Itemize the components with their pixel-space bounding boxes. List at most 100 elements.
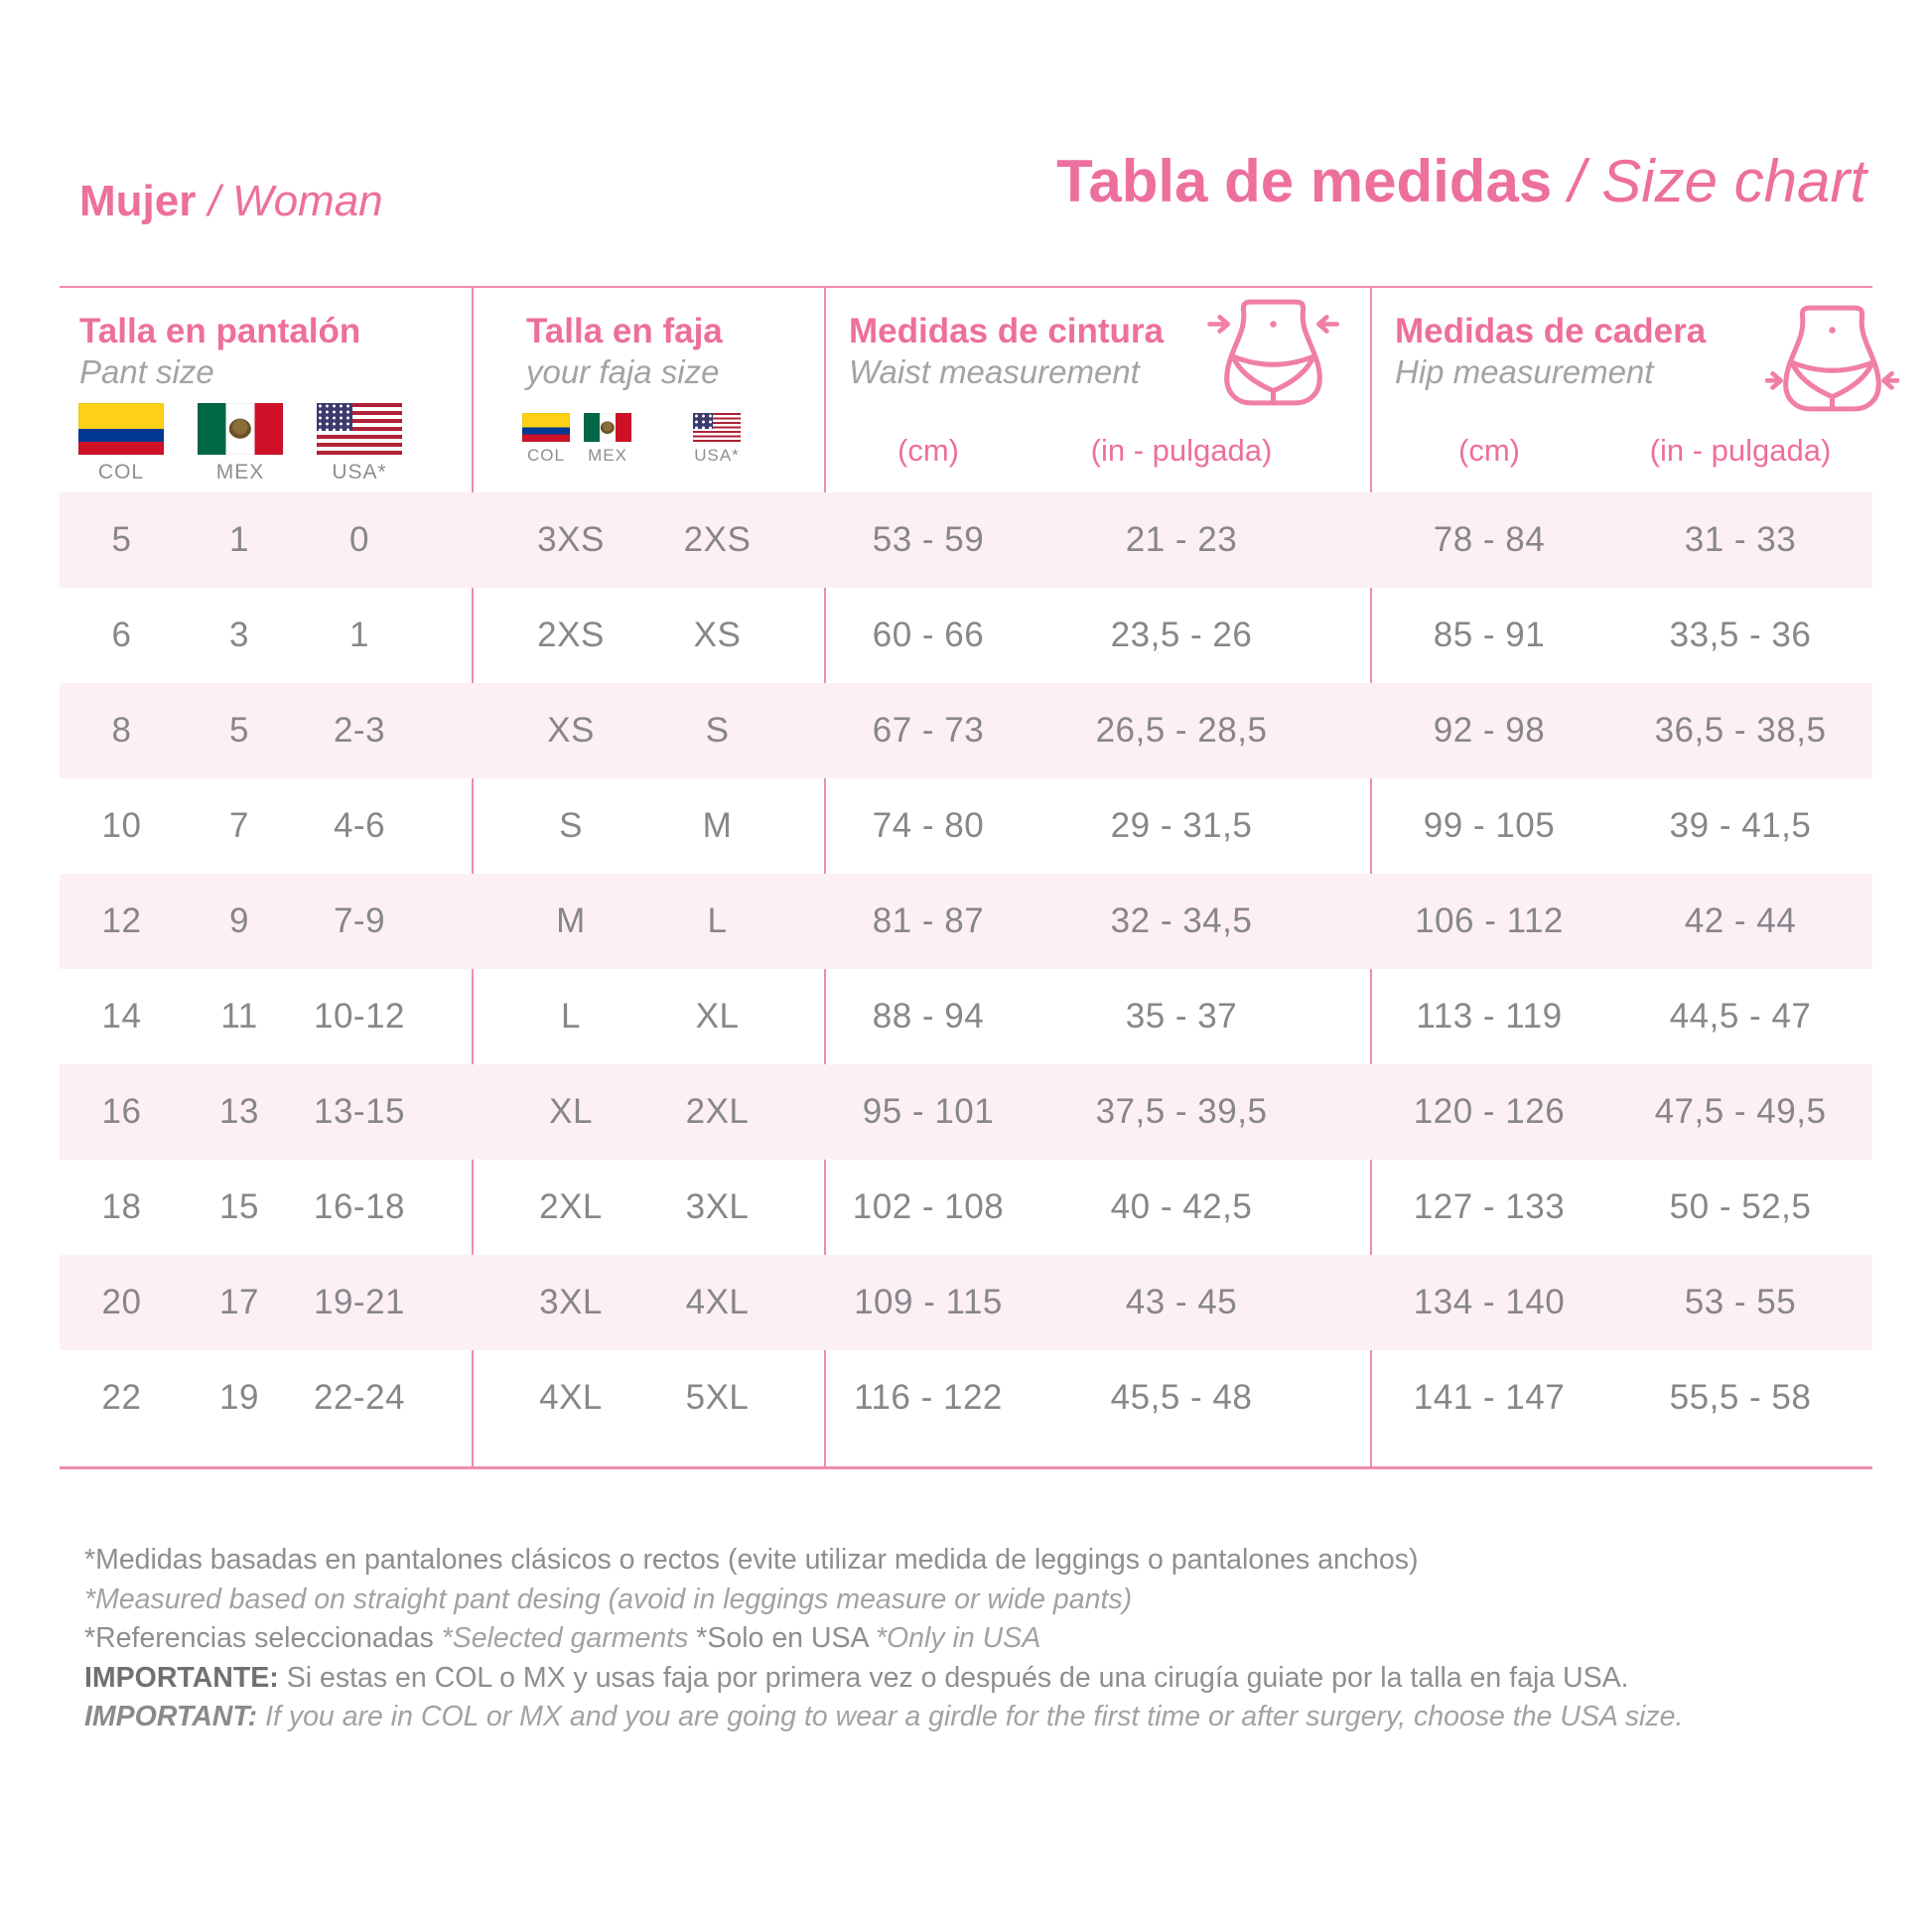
mexico-flag-icon: [584, 413, 631, 442]
colombia-flag-icon: [78, 403, 164, 455]
table-cell-pant_mex: 17: [219, 1283, 259, 1321]
usa-flag-group: USA*: [317, 403, 402, 484]
cell-spacer: [764, 1255, 824, 1350]
table-cell-faja_col_mex: XS: [547, 711, 595, 750]
cell-spacer: [1330, 588, 1370, 683]
note-segment: *Medidas basadas en pantalones clásicos …: [84, 1544, 1419, 1576]
table-cell-faja_usa: S: [705, 711, 730, 750]
note-segment: *Selected garments: [441, 1622, 697, 1654]
cell-spacer: [764, 1350, 824, 1446]
section-pant-size: Talla en pantalón Pant size COL MEX USA*: [60, 288, 472, 492]
table-cell-waist_in_pulgada: 32 - 34,5: [1110, 901, 1253, 940]
table-rows: 5 1 0 3XS 2XS 53 - 59 21 - 23 78 - 84 31 - 33 6 3 1…: [60, 492, 1872, 1446]
gender-heading: Mujer / Woman: [79, 177, 383, 225]
usa-flag-icon: [693, 413, 741, 442]
cell-spacer: [764, 969, 824, 1064]
table-cell-waist_cm: 102 - 108: [852, 1187, 1005, 1226]
table-cell-hip_in_pulgada: 39 - 41,5: [1669, 806, 1812, 845]
table-cell-pant_mex: 11: [220, 997, 258, 1035]
colombia-flag-group: COL: [78, 403, 164, 484]
table-cell-pant_col: 20: [101, 1283, 142, 1321]
size-table: Talla en pantalón Pant size COL MEX USA*…: [60, 286, 1899, 1469]
table-cell-hip_cm: 92 - 98: [1433, 711, 1546, 750]
cell-spacer: [424, 1255, 472, 1350]
gender-es: Mujer: [79, 177, 197, 225]
table-cell-pant_mex: 7: [229, 806, 249, 845]
table-cell-pant_col: 5: [111, 520, 132, 559]
table-cell-hip_cm: 106 - 112: [1415, 901, 1564, 940]
page-title-en: Size chart: [1601, 148, 1866, 214]
table-row: 10 7 4-6 S M 74 - 80 29 - 31,5 99 - 105 39 - 41,…: [60, 778, 1872, 874]
cell-spacer: [424, 969, 472, 1064]
table-cell-faja_usa: XS: [693, 616, 742, 654]
table-cell-hip_cm: 134 - 140: [1413, 1283, 1566, 1321]
waist-measurement-icon: [1207, 299, 1339, 406]
cell-spacer: [1330, 1255, 1370, 1350]
table-cell-pant_col: 16: [101, 1092, 142, 1131]
note-line: *Measured based on straight pant desing …: [84, 1581, 1871, 1620]
table-cell-faja_usa: XL: [695, 997, 740, 1035]
section-waist-measurement: Medidas de cintura Waist measurement (cm…: [824, 288, 1370, 492]
table-cell-faja_usa: 4XL: [685, 1283, 750, 1321]
table-cell-hip_in_pulgada: 31 - 33: [1684, 520, 1797, 559]
cell-spacer: [424, 588, 472, 683]
table-cell-waist_in_pulgada: 21 - 23: [1125, 520, 1238, 559]
waist-unit-cm: (cm): [897, 433, 959, 468]
table-cell-hip_cm: 78 - 84: [1433, 520, 1546, 559]
cell-spacer: [424, 1064, 472, 1160]
table-cell-pant_mex: 19: [219, 1378, 259, 1417]
hip-unit-cm: (cm): [1458, 433, 1520, 468]
cell-spacer: [764, 1160, 824, 1255]
table-row: 8 5 2-3 XS S 67 - 73 26,5 - 28,5 92 - 98 36,5 - …: [60, 683, 1872, 778]
table-cell-pant_usa: 13-15: [313, 1092, 406, 1131]
table-cell-faja_usa: L: [707, 901, 728, 940]
table-cell-pant_col: 18: [101, 1187, 142, 1226]
table-cell-faja_usa: 2XL: [685, 1092, 750, 1131]
note-segment: IMPORTANTE:: [84, 1661, 279, 1694]
table-row: 16 13 13-15 XL 2XL 95 - 101 37,5 - 39,5 120 - 1…: [60, 1064, 1872, 1160]
note-line: *Medidas basadas en pantalones clásicos …: [84, 1541, 1871, 1581]
table-cell-hip_cm: 99 - 105: [1423, 806, 1556, 845]
table-cell-faja_col_mex: 2XL: [539, 1187, 603, 1226]
table-cell-faja_usa: 5XL: [685, 1378, 750, 1417]
hip-measurement-icon: [1765, 305, 1899, 412]
table-cell-faja_col_mex: M: [556, 901, 586, 940]
cell-spacer: [764, 683, 824, 778]
table-cell-pant_usa: 0: [349, 520, 369, 559]
table-row: 12 9 7-9 M L 81 - 87 32 - 34,5 106 - 112 42 - 44: [60, 874, 1872, 969]
footnotes: *Medidas basadas en pantalones clásicos …: [84, 1541, 1871, 1737]
table-cell-waist_in_pulgada: 45,5 - 48: [1110, 1378, 1253, 1417]
cell-spacer: [424, 1350, 472, 1446]
pant-size-title: Talla en pantalón Pant size: [79, 312, 361, 390]
table-cell-faja_col_mex: L: [561, 997, 581, 1035]
table-cell-waist_cm: 60 - 66: [872, 616, 985, 654]
note-line: *Referencias seleccionadas *Selected gar…: [84, 1619, 1871, 1659]
table-cell-faja_col_mex: 3XS: [537, 520, 605, 559]
table-cell-pant_col: 22: [101, 1378, 142, 1417]
table-cell-hip_cm: 141 - 147: [1413, 1378, 1566, 1417]
cell-spacer: [1330, 492, 1370, 588]
table-row: 6 3 1 2XS XS 60 - 66 23,5 - 26 85 - 91 33,5 - 36: [60, 588, 1872, 683]
table-cell-pant_mex: 13: [219, 1092, 259, 1131]
table-cell-hip_in_pulgada: 44,5 - 47: [1669, 997, 1812, 1035]
table-cell-pant_usa: 10-12: [313, 997, 406, 1035]
table-cell-pant_usa: 1: [349, 616, 369, 654]
note-segment: *Only in USA: [875, 1622, 1041, 1654]
table-cell-hip_in_pulgada: 42 - 44: [1684, 901, 1797, 940]
table-cell-waist_in_pulgada: 40 - 42,5: [1110, 1187, 1253, 1226]
cell-spacer: [764, 588, 824, 683]
table-cell-faja_col_mex: 3XL: [539, 1283, 603, 1321]
note-segment: If you are in COL or MX and you are goin…: [257, 1701, 1684, 1732]
table-cell-pant_mex: 3: [229, 616, 249, 654]
table-header: Talla en pantalón Pant size COL MEX USA*…: [60, 288, 1899, 492]
table-cell-pant_usa: 16-18: [313, 1187, 406, 1226]
table-cell-pant_col: 6: [111, 616, 132, 654]
table-cell-hip_in_pulgada: 50 - 52,5: [1669, 1187, 1812, 1226]
table-cell-waist_cm: 74 - 80: [872, 806, 985, 845]
cell-spacer: [1330, 778, 1370, 874]
note-line: IMPORTANT: If you are in COL or MX and y…: [84, 1698, 1871, 1737]
table-cell-pant_col: 14: [101, 997, 142, 1035]
note-segment: Si estas en COL o MX y usas faja por pri…: [278, 1661, 1629, 1694]
note-segment: IMPORTANT:: [84, 1701, 258, 1732]
